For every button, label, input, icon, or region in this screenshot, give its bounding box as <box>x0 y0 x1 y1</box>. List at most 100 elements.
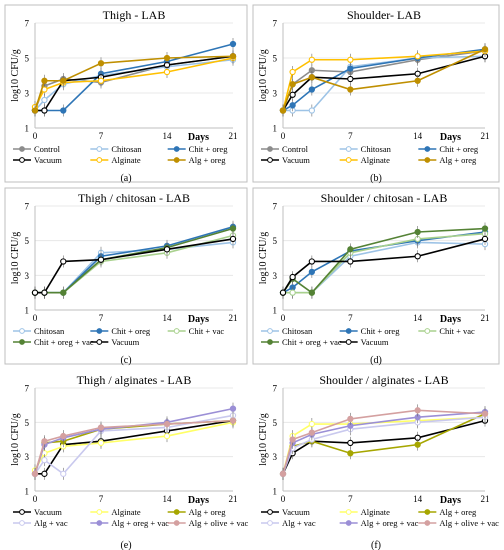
legend-item: Alginate <box>339 507 390 517</box>
series-line <box>283 241 486 294</box>
legend-item: Alg + oreg + vac <box>339 518 419 528</box>
y-tick-label: 3 <box>25 452 30 462</box>
data-point <box>97 439 105 447</box>
data-point <box>97 256 105 263</box>
data-point <box>414 253 421 260</box>
data-point <box>31 107 39 114</box>
legend-label: Chit + oreg <box>361 326 401 336</box>
data-point <box>41 96 48 104</box>
data-point <box>31 470 39 477</box>
legend-label: Alginate <box>361 507 390 517</box>
legend-label: Chitosan <box>111 144 142 154</box>
data-point <box>163 54 171 62</box>
x-axis-title: Days <box>440 495 461 506</box>
legend-label: Chit + oreg <box>439 144 479 154</box>
x-tick-label: 21 <box>229 131 238 141</box>
legend-item: Vacuum <box>90 337 140 347</box>
legend-item: Chitosan <box>90 144 142 154</box>
x-tick-label: 21 <box>481 131 490 141</box>
legend-item: Vacuum <box>13 155 62 165</box>
chart-panel-d: Shoulder / chitosan - LAB 1 3 5 7 0 7 14 21 Days l… <box>252 187 500 366</box>
legend-label: Control <box>282 144 309 154</box>
legend-label: Alginate <box>111 155 140 165</box>
data-point <box>163 246 171 253</box>
legend-marker <box>96 520 103 526</box>
data-point <box>347 415 354 423</box>
y-tick-label: 1 <box>273 306 278 316</box>
series-line <box>282 238 486 294</box>
legend-label: Vacuum <box>111 337 139 347</box>
legend-marker <box>424 328 431 334</box>
data-point <box>229 405 237 412</box>
legend-marker <box>19 146 25 152</box>
x-tick-label: 14 <box>413 494 423 504</box>
data-point <box>308 268 316 276</box>
y-tick-label: 1 <box>273 124 278 134</box>
series-line <box>282 50 486 111</box>
legend-item: Alginate <box>339 155 390 165</box>
y-axis-title: log10 CFU/g <box>258 232 269 285</box>
legend-label: Chitosan <box>361 144 392 154</box>
x-tick-label: 7 <box>348 313 353 323</box>
y-tick-label: 5 <box>25 236 30 246</box>
data-point <box>229 40 237 48</box>
legend-marker <box>345 146 352 152</box>
series-line <box>282 409 486 475</box>
legend-item: Chit + oreg <box>339 326 401 336</box>
data-point <box>308 56 316 63</box>
x-axis-title: Days <box>188 314 209 325</box>
y-tick-label: 1 <box>273 487 278 497</box>
data-point <box>308 107 316 114</box>
y-tick-label: 7 <box>273 19 278 29</box>
y-tick-label: 5 <box>273 54 278 64</box>
legend-label: Alg + oreg <box>189 507 227 517</box>
legend-marker <box>267 328 273 334</box>
legend-marker <box>173 520 180 526</box>
legend-item: Chitosan <box>13 326 65 336</box>
y-axis-title: log10 CFU/g <box>10 49 21 102</box>
legend-label: Alginate <box>111 507 140 517</box>
legend-item: Alg + olive + vac <box>167 518 249 528</box>
legend-item: Chit + oreg <box>418 144 479 154</box>
data-point <box>308 86 316 93</box>
legend-label: Chitosan <box>34 326 65 336</box>
data-point <box>347 75 354 83</box>
data-point <box>481 235 489 243</box>
series-line <box>35 241 234 294</box>
legend-marker <box>345 520 352 526</box>
data-point <box>279 289 287 296</box>
legend-marker <box>173 509 180 515</box>
legend-label: Chit + vac <box>439 326 475 336</box>
chart-panel-c: Thigh / chitosan - LAB 1 3 5 7 0 7 14 21 Days log1… <box>4 187 248 366</box>
data-point <box>414 77 421 84</box>
data-point <box>347 439 354 447</box>
legend-item: Vacuum <box>261 507 310 517</box>
panel-label: (e) <box>120 540 131 550</box>
chart-panel-b: Shoulder- LAB 1 3 5 7 0 7 14 21 Days log10 CFU/g Co… <box>252 4 500 184</box>
series-line <box>34 419 234 475</box>
data-point <box>308 289 316 296</box>
legend-marker <box>267 146 273 152</box>
legend-item: Vacuum <box>339 337 389 347</box>
legend-item: Chit + oreg + vac <box>13 337 94 347</box>
legend-item: Alg + oreg <box>167 507 227 517</box>
data-point <box>289 436 296 443</box>
data-point <box>41 107 48 114</box>
legend-marker <box>19 520 25 526</box>
legend-label: Vacuum <box>361 337 389 347</box>
legend-marker <box>345 339 352 345</box>
legend-marker <box>267 509 273 515</box>
legend-marker <box>96 509 103 515</box>
data-point <box>414 407 421 414</box>
series-vacuum <box>31 232 237 299</box>
y-axis-title: log10 CFU/g <box>258 413 269 466</box>
x-tick-label: 21 <box>481 313 490 323</box>
legend-item: Alginate <box>90 155 141 165</box>
data-point <box>60 77 67 84</box>
series-alginate <box>279 45 489 117</box>
data-point <box>97 77 105 84</box>
x-tick-label: 14 <box>413 313 423 323</box>
chart-panel-f: Shoulder / alginates - LAB 1 3 5 7 0 7 14 21 Days… <box>258 373 499 550</box>
series-alg-oreg <box>279 43 489 117</box>
data-point <box>229 53 237 60</box>
